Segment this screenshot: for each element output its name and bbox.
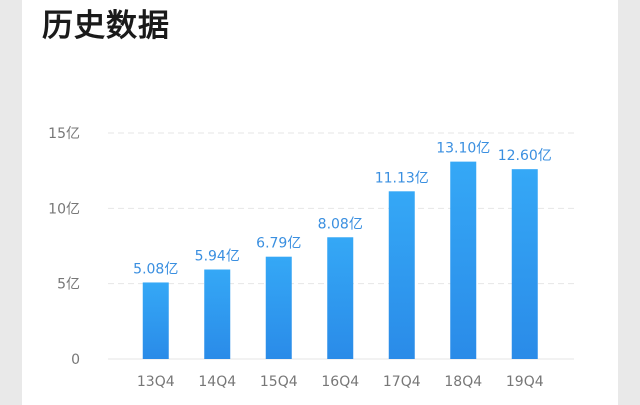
y-tick-label: 10亿 <box>48 201 80 217</box>
page-title: 历史数据 <box>42 8 170 44</box>
data-label-18Q4: 13.10亿 <box>436 141 490 157</box>
x-tick-label-19Q4: 19Q4 <box>506 374 544 390</box>
bars <box>142 161 538 359</box>
bar-16Q4[interactable] <box>327 237 354 359</box>
x-tick-label-16Q4: 16Q4 <box>321 374 359 390</box>
data-label-17Q4: 11.13亿 <box>375 170 429 186</box>
x-tick-label-15Q4: 15Q4 <box>260 374 298 390</box>
y-axis: 0 5亿 10亿 15亿 <box>48 126 80 368</box>
x-tick-label-14Q4: 14Q4 <box>198 374 236 390</box>
bar-17Q4[interactable] <box>388 191 415 359</box>
data-label-13Q4: 5.08亿 <box>133 261 178 277</box>
bar-18Q4[interactable] <box>450 161 477 359</box>
history-card: 历史数据 0 5亿 10亿 15亿 5.08亿 5.94亿 6.79亿 8.08亿 11.13… <box>22 0 618 405</box>
data-label-14Q4: 5.94亿 <box>195 249 240 265</box>
data-label-15Q4: 6.79亿 <box>256 236 301 252</box>
data-label-16Q4: 8.08亿 <box>318 216 363 232</box>
bar-chart: 0 5亿 10亿 15亿 5.08亿 5.94亿 6.79亿 8.08亿 11.13亿 13.1… <box>48 126 574 390</box>
data-label-19Q4: 12.60亿 <box>498 148 552 164</box>
x-axis: 13Q4 14Q4 15Q4 16Q4 17Q4 18Q4 19Q4 <box>137 374 544 390</box>
y-tick-label: 0 <box>71 352 80 368</box>
bar-15Q4[interactable] <box>265 256 292 359</box>
bar-14Q4[interactable] <box>204 269 231 359</box>
x-tick-label-13Q4: 13Q4 <box>137 374 175 390</box>
y-tick-label: 5亿 <box>57 277 80 293</box>
data-labels: 5.08亿 5.94亿 6.79亿 8.08亿 11.13亿 13.10亿 12.60亿 <box>133 141 552 278</box>
x-tick-label-17Q4: 17Q4 <box>383 374 421 390</box>
y-tick-label: 15亿 <box>48 126 80 142</box>
bar-13Q4[interactable] <box>142 282 169 359</box>
bar-19Q4[interactable] <box>511 169 538 359</box>
x-tick-label-18Q4: 18Q4 <box>444 374 482 390</box>
